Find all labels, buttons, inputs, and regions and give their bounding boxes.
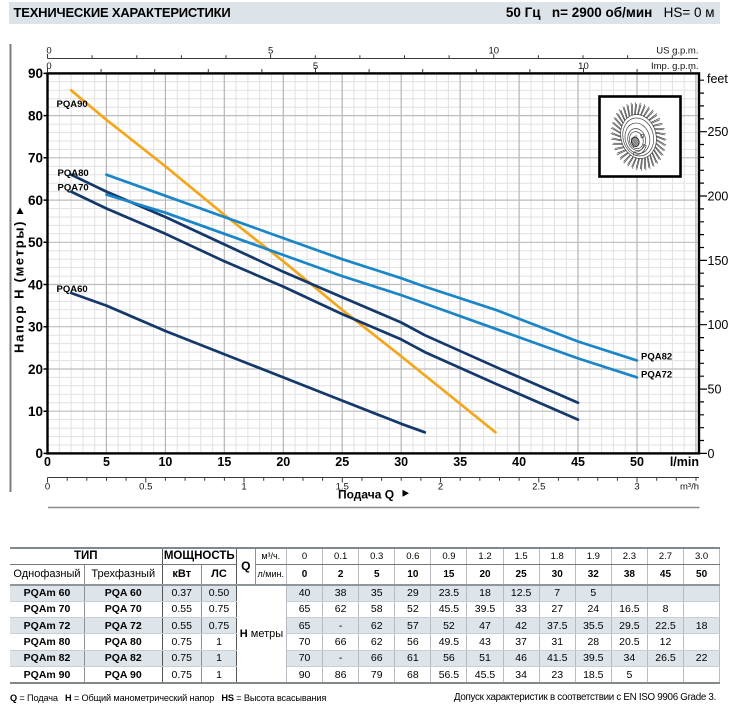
svg-text:2.5: 2.5 — [532, 482, 545, 493]
svg-text:20: 20 — [276, 455, 290, 469]
svg-text:90: 90 — [28, 66, 43, 81]
svg-text:5: 5 — [103, 455, 110, 469]
svg-text:10: 10 — [578, 61, 589, 72]
svg-text:2: 2 — [438, 482, 443, 493]
svg-text:150: 150 — [708, 254, 729, 268]
svg-text:0: 0 — [35, 446, 43, 461]
svg-text:PQA90: PQA90 — [57, 99, 88, 110]
svg-text:40: 40 — [512, 455, 526, 469]
svg-text:Напор H (метры): Напор H (метры) — [12, 220, 27, 353]
svg-text:PQA72: PQA72 — [641, 370, 672, 381]
svg-text:PQA80: PQA80 — [58, 168, 89, 179]
svg-text:80: 80 — [28, 108, 43, 123]
svg-text:35: 35 — [453, 455, 467, 469]
svg-text:1: 1 — [241, 482, 246, 493]
svg-text:Imp. g.p.m.: Imp. g.p.m. — [651, 61, 699, 72]
svg-text:US g.p.m.: US g.p.m. — [656, 46, 698, 57]
svg-text:PQA70: PQA70 — [58, 183, 89, 194]
svg-text:1.5: 1.5 — [336, 482, 349, 493]
svg-text:60: 60 — [28, 193, 43, 208]
svg-text:25: 25 — [335, 455, 349, 469]
svg-text:40: 40 — [28, 277, 43, 292]
svg-text:0: 0 — [708, 447, 715, 461]
svg-text:5: 5 — [268, 46, 273, 57]
svg-text:15: 15 — [217, 455, 231, 469]
svg-text:45: 45 — [571, 455, 585, 469]
svg-text:m³/h: m³/h — [680, 482, 699, 493]
svg-text:30: 30 — [28, 320, 43, 335]
svg-text:0: 0 — [45, 482, 50, 493]
svg-text:l/min: l/min — [670, 455, 699, 469]
svg-text:PQA82: PQA82 — [641, 352, 672, 363]
svg-text:0: 0 — [44, 455, 51, 469]
svg-text:10: 10 — [158, 455, 172, 469]
svg-text:250: 250 — [708, 125, 729, 139]
svg-text:50: 50 — [708, 383, 722, 397]
svg-text:10: 10 — [488, 46, 499, 57]
svg-text:Подача Q: Подача Q — [338, 488, 394, 502]
svg-text:50: 50 — [28, 235, 43, 250]
svg-text:20: 20 — [28, 362, 43, 377]
svg-text:70: 70 — [28, 151, 43, 166]
svg-text:3: 3 — [634, 482, 639, 493]
svg-text:10: 10 — [28, 404, 43, 419]
svg-text:100: 100 — [708, 318, 729, 332]
svg-text:feet: feet — [707, 72, 728, 86]
svg-text:0: 0 — [46, 46, 51, 57]
svg-text:200: 200 — [708, 190, 729, 204]
svg-text:0: 0 — [46, 61, 51, 72]
svg-text:0.5: 0.5 — [139, 482, 152, 493]
svg-text:30: 30 — [394, 455, 408, 469]
svg-text:PQA60: PQA60 — [57, 284, 88, 295]
svg-text:50: 50 — [630, 455, 644, 469]
svg-text:5: 5 — [313, 61, 318, 72]
